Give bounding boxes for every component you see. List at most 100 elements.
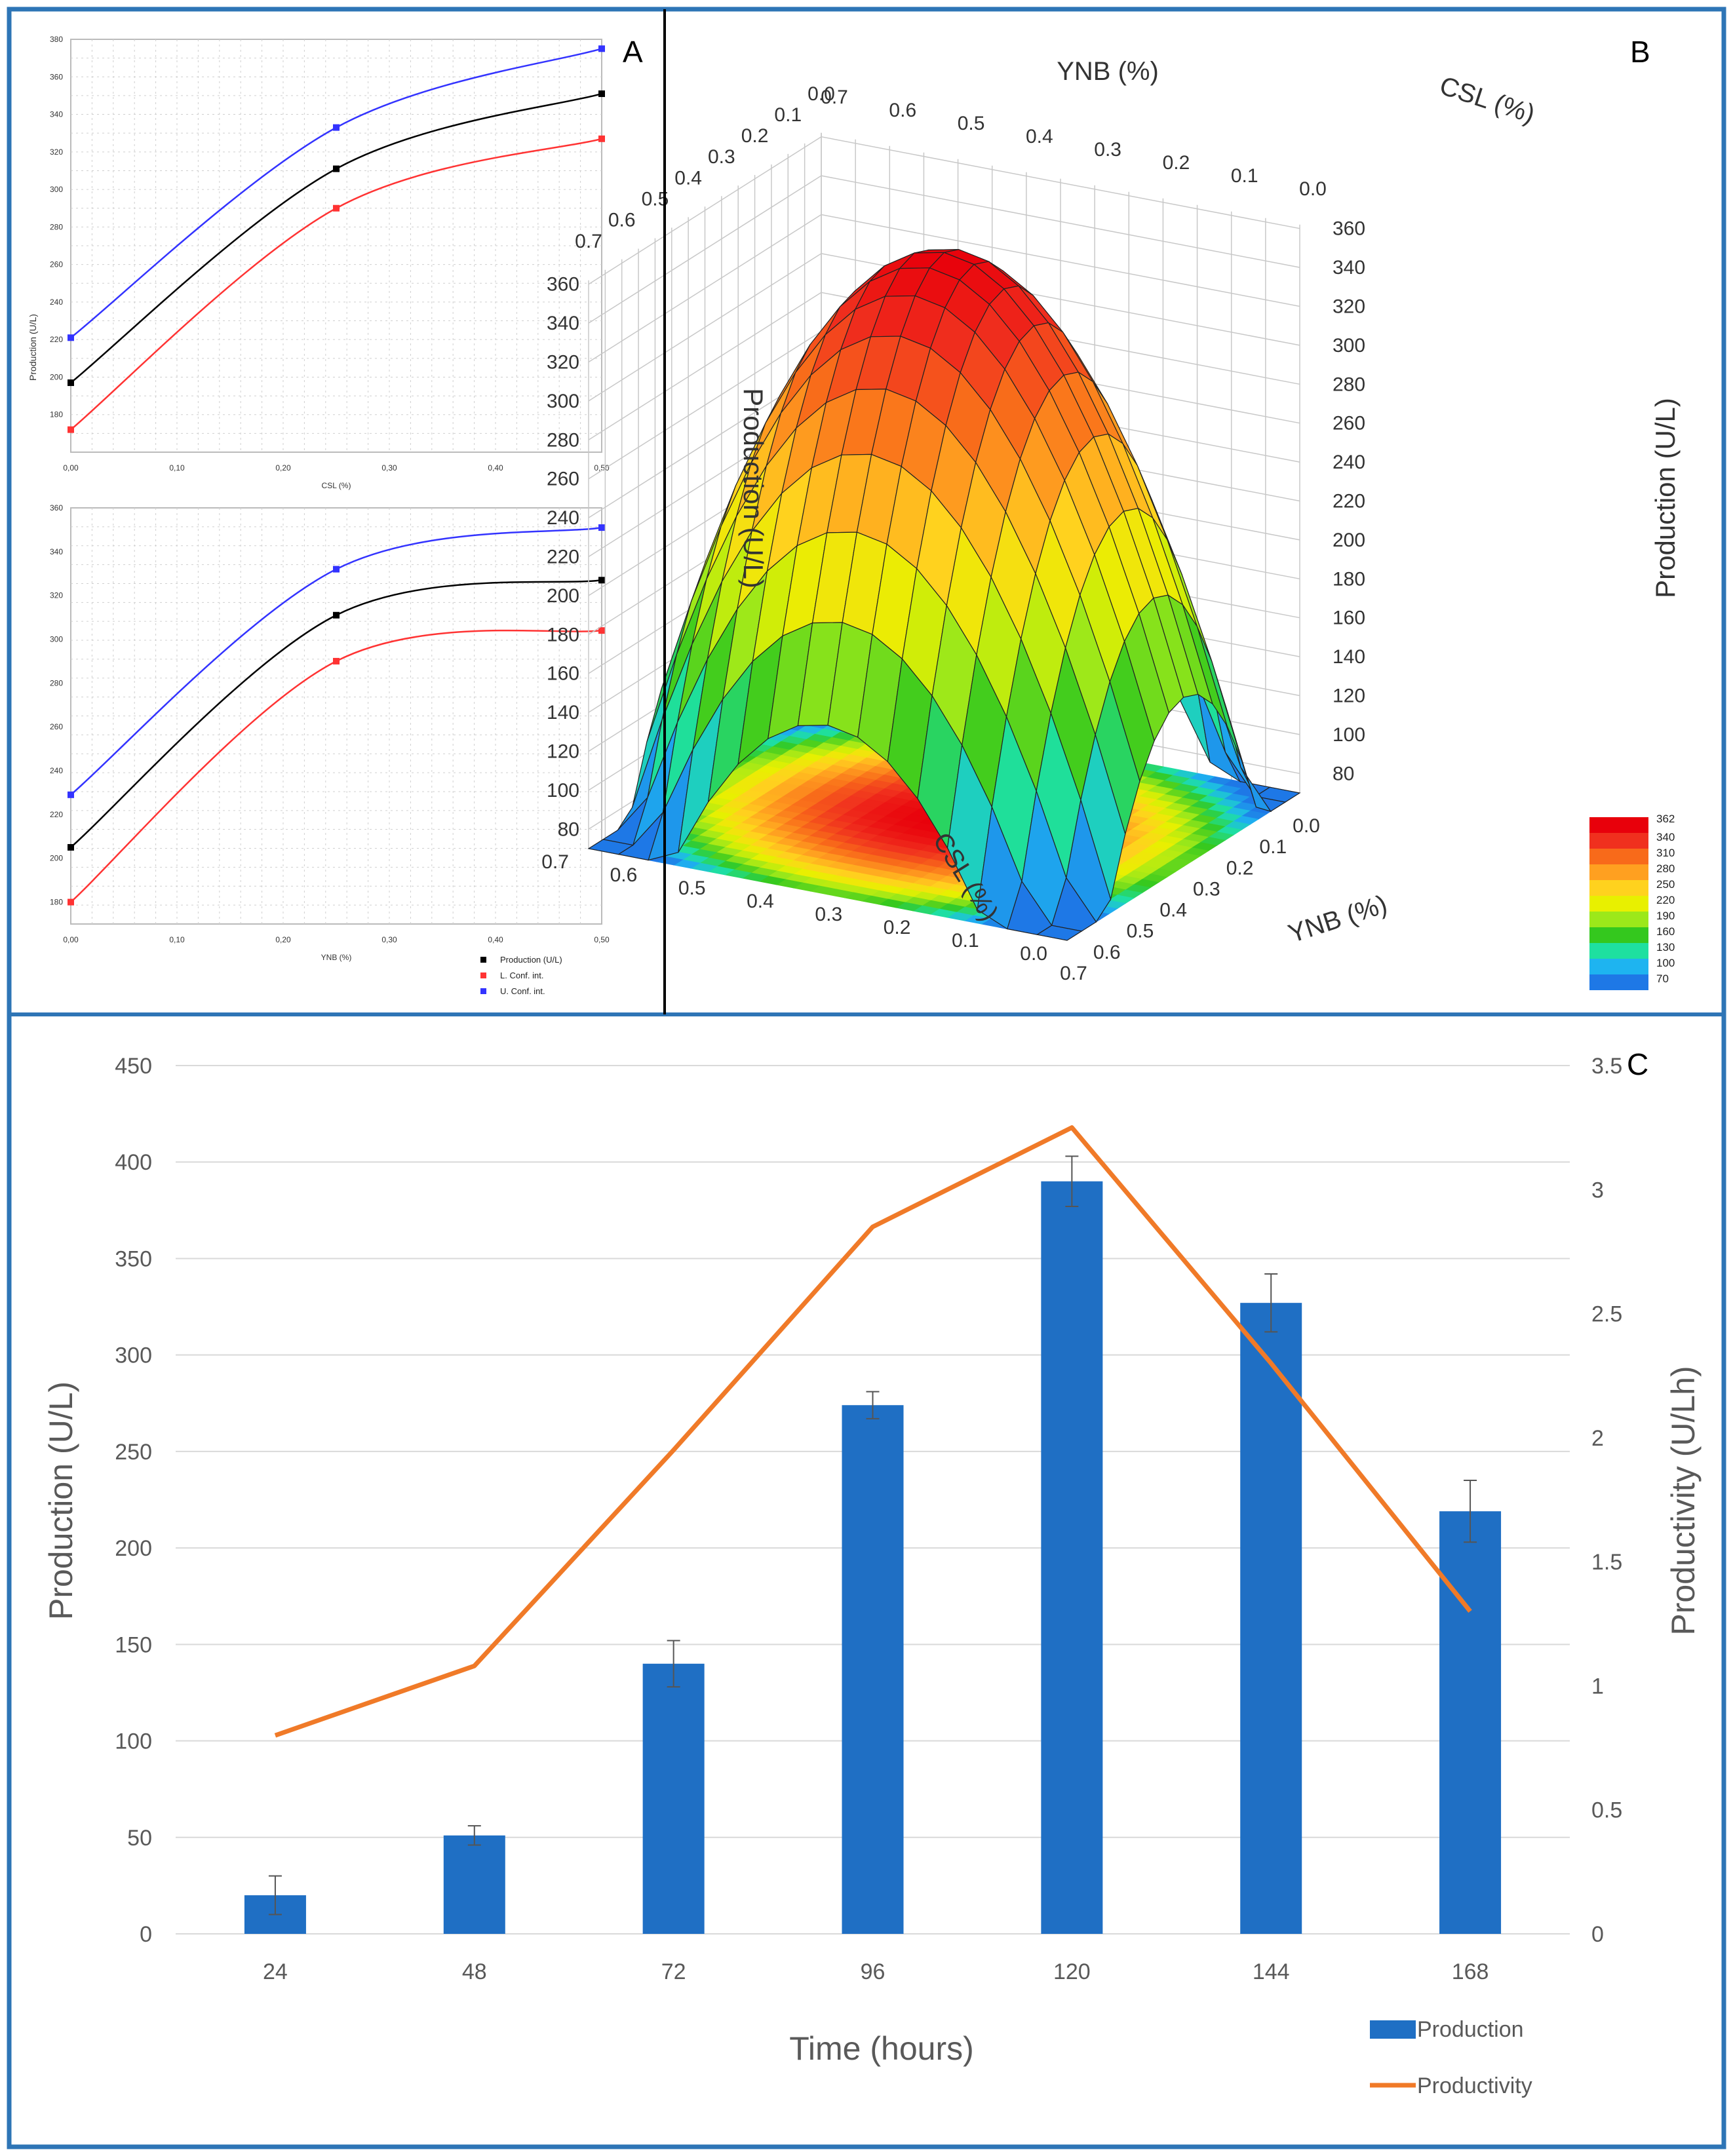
colorbar-level: 160 <box>1656 925 1675 938</box>
data-point <box>333 165 340 172</box>
y-tick-label: 450 <box>115 1054 152 1079</box>
legend-label: U. Conf. int. <box>500 986 545 996</box>
z-tick-label-right: 200 <box>1333 529 1365 551</box>
colorbar-swatch <box>1589 817 1648 833</box>
y-tick-label: 260 <box>50 260 63 269</box>
y2-tick-label: 0 <box>1591 1922 1604 1947</box>
y2-tick-label: 2.5 <box>1591 1302 1622 1327</box>
y2-tick-label: 2 <box>1591 1426 1604 1451</box>
y-tick-label: 380 <box>50 35 63 44</box>
y2-tick-label: 1.5 <box>1591 1550 1622 1575</box>
outer-border <box>7 7 1726 2149</box>
z-tick-label-left: 140 <box>547 702 579 723</box>
data-point <box>333 611 340 619</box>
y-axis-title: Production (U/L) <box>43 1381 79 1620</box>
data-point <box>68 426 74 433</box>
series-line <box>70 138 602 431</box>
panel-a: 0,00 0,10 0,20 0,30 0,40 0,50 180 200 220 240 260 2… <box>28 35 643 996</box>
z-tick-label-right: 100 <box>1333 724 1365 746</box>
panel-c: 0 50 100 150 200 250 300 350 400 450 0 0.5 1 1.5 2 2.5 3… <box>43 1047 1702 2098</box>
z-tick-label-right: 140 <box>1333 646 1365 668</box>
colorbar-level: 100 <box>1656 957 1675 969</box>
data-point <box>68 844 74 851</box>
colorbar-level: 340 <box>1656 831 1675 843</box>
surface-3d-plot: 0.70.70.60.60.50.50.40.40.30.30.20.20.10… <box>541 57 1681 984</box>
production-bar <box>842 1405 904 1934</box>
z-tick-label-right: 160 <box>1333 607 1365 629</box>
y-tick-label: 250 <box>115 1440 152 1465</box>
legend-label-production: Production <box>1417 2017 1524 2042</box>
z-tick-label-left: 360 <box>547 274 579 296</box>
ynb-top-tick-label: 0.2 <box>741 125 769 147</box>
z-tick-label-left: 340 <box>547 313 579 334</box>
z-tick-label-left: 280 <box>547 429 579 451</box>
csl-top-tick-label: 0.1 <box>1231 165 1258 187</box>
ynb-top-tick-label: 0.3 <box>708 146 735 168</box>
y-tick-label: 100 <box>115 1729 152 1754</box>
csl-tick-label: 0.2 <box>884 917 911 938</box>
z-tick-label-right: 260 <box>1333 413 1365 434</box>
z-axis-title-left: Production (U/L) <box>738 388 769 588</box>
z-tick-label-right: 300 <box>1333 335 1365 356</box>
ynb-tick-label: 0.2 <box>1226 857 1254 879</box>
y-tick-label: 240 <box>50 766 63 775</box>
y-tick-label: 180 <box>50 898 63 907</box>
y2-axis-title: Productivity (U/Lh) <box>1665 1366 1702 1635</box>
data-point <box>598 45 605 52</box>
x-tick-label: 0,10 <box>169 935 185 944</box>
colorbar-swatch <box>1589 896 1648 912</box>
csl-tick-label: 0.0 <box>1020 943 1047 965</box>
data-point <box>68 898 74 906</box>
production-productivity-chart: 0 50 100 150 200 250 300 350 400 450 0 0.5 1 1.5 2 2.5 3… <box>43 1054 1702 2098</box>
legend-marker <box>480 972 486 978</box>
csl-top-tick-label: 0.5 <box>958 113 985 134</box>
z-tick-label-left: 120 <box>547 741 579 763</box>
z-axis-title-right: Production (U/L) <box>1650 398 1681 598</box>
production-bar <box>642 1663 705 1934</box>
data-point <box>598 135 605 142</box>
panel-b: 0.70.70.60.60.50.50.40.40.30.30.20.20.10… <box>541 35 1681 990</box>
series-line <box>70 629 602 903</box>
x-axis-label: CSL (%) <box>322 481 351 490</box>
x-axis-title: Time (hours) <box>789 2030 974 2067</box>
y-tick-label: 150 <box>115 1632 152 1657</box>
z-tick-label-right: 120 <box>1333 685 1365 707</box>
csl-top-tick-label: 0.6 <box>889 100 916 121</box>
z-tick-label-right: 320 <box>1333 296 1365 318</box>
data-point <box>68 379 74 387</box>
ynb-top-tick-label: 0.4 <box>674 167 702 189</box>
x-tick-label: 0,50 <box>594 935 610 944</box>
colorbar-swatch <box>1589 912 1648 927</box>
y-tick-label: 340 <box>50 110 63 119</box>
y-tick-label: 400 <box>115 1150 152 1175</box>
data-point <box>333 566 340 573</box>
z-tick-label-right: 280 <box>1333 374 1365 395</box>
panel-a-bottom-chart: 0,00 0,10 0,20 0,30 0,40 0,50 180 200 220 240 260 2… <box>50 503 610 996</box>
x-tick-label: 0,20 <box>275 463 291 472</box>
y2-tick-label: 3.5 <box>1591 1054 1622 1079</box>
production-bar <box>1240 1303 1302 1934</box>
series-line <box>70 526 602 796</box>
y-tick-label: 360 <box>50 72 63 81</box>
ynb-tick-label: 0.4 <box>1159 900 1187 921</box>
z-tick-label-left: 220 <box>547 547 579 568</box>
y-tick-label: 200 <box>50 372 63 381</box>
ynb-tick-label: 0.3 <box>1193 878 1220 900</box>
x-tick-label: 0,50 <box>594 463 610 472</box>
csl-tick-label: 0.5 <box>678 877 706 899</box>
csl-top-tick-label: 0.7 <box>821 87 848 108</box>
z-tick-label-right: 340 <box>1333 257 1365 279</box>
colorbar: 362 340 310 280 250 220 190 160 130 100 70 <box>1589 813 1675 990</box>
z-tick-label-left: 160 <box>547 663 579 685</box>
z-tick-label-right: 80 <box>1333 763 1354 784</box>
data-point <box>333 657 340 664</box>
x-tick-label: 0,40 <box>488 463 503 472</box>
x-tick-label: 0,30 <box>381 935 397 944</box>
csl-top-tick-label: 0.3 <box>1094 139 1121 161</box>
y-tick-label: 280 <box>50 678 63 687</box>
colorbar-swatch <box>1589 864 1648 880</box>
colorbar-level: 190 <box>1656 910 1675 922</box>
colorbar-level: 280 <box>1656 862 1675 875</box>
csl-tick-label: 0.4 <box>747 891 774 912</box>
